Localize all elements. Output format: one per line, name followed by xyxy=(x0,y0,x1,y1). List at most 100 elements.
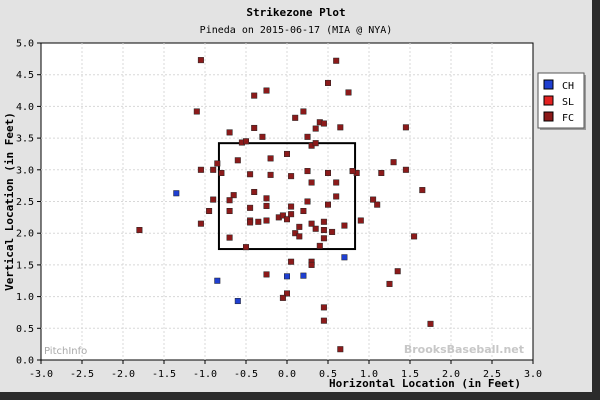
pitch-point-fc xyxy=(320,317,327,324)
y-tick-label: 4.5 xyxy=(16,70,34,81)
x-tick-label: -0.5 xyxy=(234,369,258,380)
pitch-points xyxy=(136,57,434,353)
axis-ticks: -3.0 -2.5 -2.0 -1.5 -1.0 -0.5 0.0 0.5 1.0 1.5 2.0 2… xyxy=(16,39,542,381)
pitchinfo-watermark: PitchInfo xyxy=(44,346,87,357)
y-tick-label: 1.5 xyxy=(16,260,34,271)
pitch-point-fc xyxy=(247,219,254,226)
x-tick-label: -2.0 xyxy=(111,369,135,380)
pitch-point-fc xyxy=(374,201,381,208)
pitch-point-fc xyxy=(329,228,336,235)
x-tick-label: 2.5 xyxy=(483,369,501,380)
pitch-point-fc xyxy=(247,171,254,178)
y-tick-label: 2.0 xyxy=(16,229,34,240)
pitch-point-fc xyxy=(263,87,270,94)
pitch-point-ch xyxy=(300,272,307,279)
legend: CH SL FC xyxy=(537,72,586,130)
legend-label-sl: SL xyxy=(562,97,574,108)
y-tick-label: 3.0 xyxy=(16,165,34,176)
pitch-point-fc xyxy=(304,198,311,205)
pitch-point-fc xyxy=(325,79,331,86)
pitch-point-fc xyxy=(243,138,249,145)
y-tick-label: 0.5 xyxy=(16,324,34,335)
pitch-point-fc xyxy=(370,196,377,203)
pitch-point-fc xyxy=(296,233,303,240)
brooksbaseball-watermark: BrooksBaseball.net xyxy=(404,343,524,356)
pitch-point-fc xyxy=(337,346,344,353)
pitch-point-fc xyxy=(226,197,233,204)
pitch-point-fc xyxy=(300,108,307,115)
pitch-point-fc xyxy=(337,124,344,131)
pitch-point-fc xyxy=(284,216,290,223)
strikezone-chart: Strikezone Plot Pineda on 2015-06-17 (MI… xyxy=(3,6,586,390)
pitch-point-fc xyxy=(300,208,307,215)
pitch-point-fc xyxy=(304,168,311,175)
x-tick-label: 1.0 xyxy=(360,369,378,380)
pitch-point-fc xyxy=(226,129,233,136)
pitch-point-fc xyxy=(288,203,295,210)
pitch-point-fc xyxy=(320,227,327,234)
pitch-point-fc xyxy=(197,57,204,64)
pitch-point-fc xyxy=(218,169,225,176)
pitch-point-fc xyxy=(251,188,258,195)
grid xyxy=(41,43,533,360)
pitch-point-fc xyxy=(325,201,331,208)
y-tick-label: 1.0 xyxy=(16,292,34,303)
x-tick-label: 1.5 xyxy=(401,369,419,380)
pitch-point-ch xyxy=(214,277,221,284)
pitch-point-fc xyxy=(247,204,254,211)
pitch-point-fc xyxy=(267,155,274,162)
pitch-point-fc xyxy=(345,89,352,96)
pitch-point-fc xyxy=(304,133,311,140)
x-tick-label: 3.0 xyxy=(524,369,542,380)
pitch-point-fc xyxy=(320,304,327,311)
pitch-point-ch xyxy=(341,254,348,261)
pitch-point-fc xyxy=(333,193,340,200)
y-tick-label: 2.5 xyxy=(16,197,34,208)
pitch-point-fc xyxy=(210,196,217,203)
x-tick-label: -3.0 xyxy=(29,369,53,380)
pitch-point-fc xyxy=(386,280,393,287)
pitch-point-fc xyxy=(312,140,319,147)
pitch-point-fc xyxy=(378,169,385,176)
legend-swatch-fc xyxy=(543,111,554,122)
pitch-point-fc xyxy=(312,125,319,132)
pitch-point-fc xyxy=(402,124,409,131)
pitch-point-fc xyxy=(255,218,262,225)
strike-zone-box xyxy=(217,142,357,251)
pitch-point-fc xyxy=(320,235,327,242)
pitch-point-fc xyxy=(279,294,286,301)
x-tick-label: 0.5 xyxy=(319,369,337,380)
x-tick-label: -1.0 xyxy=(193,369,217,380)
pitch-point-fc xyxy=(263,195,270,202)
pitch-point-fc xyxy=(308,261,315,268)
chart-title: Strikezone Plot xyxy=(246,6,345,19)
pitch-point-fc xyxy=(341,222,348,229)
pitch-point-fc xyxy=(394,268,401,275)
y-tick-label: 4.0 xyxy=(16,102,34,113)
pitch-point-fc xyxy=(308,220,315,227)
chart-subtitle: Pineda on 2015-06-17 (MIA @ NYA) xyxy=(200,25,393,36)
pitch-point-fc xyxy=(251,92,258,99)
x-tick-label: 2.0 xyxy=(442,369,460,380)
pitch-point-fc xyxy=(296,223,303,230)
pitch-point-fc xyxy=(284,290,290,297)
pitch-point-fc xyxy=(263,271,270,278)
pitch-point-fc xyxy=(390,159,397,166)
pitch-point-fc xyxy=(136,227,143,234)
pitch-point-ch xyxy=(173,190,180,197)
pitch-point-fc xyxy=(210,166,217,173)
pitch-point-fc xyxy=(259,133,266,140)
pitch-point-fc xyxy=(320,120,327,127)
pitch-point-fc xyxy=(234,157,241,164)
y-tick-label: 0.0 xyxy=(16,356,34,367)
pitch-point-fc xyxy=(419,187,426,194)
pitch-point-fc xyxy=(357,217,364,224)
pitch-point-fc xyxy=(193,108,200,115)
y-tick-label: 3.5 xyxy=(16,134,34,145)
legend-swatch-ch xyxy=(543,79,554,90)
pitch-point-fc xyxy=(197,166,204,173)
pitch-point-fc xyxy=(288,173,295,180)
pitch-point-fc xyxy=(411,233,418,240)
pitch-point-fc xyxy=(206,208,213,215)
legend-label-ch: CH xyxy=(562,81,574,92)
